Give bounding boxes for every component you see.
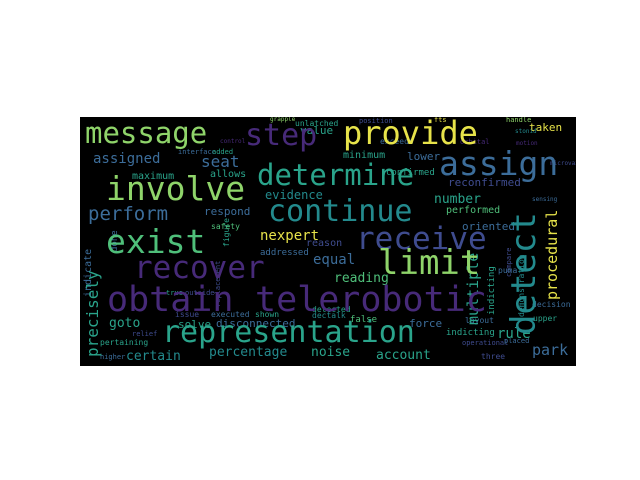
word-respond: respond [204, 205, 251, 218]
word-outside: outside [185, 289, 215, 297]
word-executed: executed [211, 310, 250, 319]
word-decision: decision [532, 300, 571, 309]
word-operational: operational [462, 339, 509, 347]
word-nexpert: nexpert [260, 228, 320, 244]
word-assigned: assigned [93, 151, 161, 167]
word-goto: goto [109, 316, 141, 331]
word-dectalk: dectalk [312, 311, 346, 320]
word-precisely: precisely [83, 270, 102, 357]
word-lower: lower [407, 150, 441, 163]
word-indicting-h: indicting [446, 328, 495, 338]
word-layout: layout [465, 316, 494, 325]
word-involve: involve [106, 169, 246, 208]
word-false: false [350, 315, 378, 325]
word-pertaining: pertaining [100, 338, 149, 347]
word-minimum: minimum [343, 150, 386, 161]
word-microvax: microvax [550, 160, 576, 167]
word-safety: safety [211, 222, 240, 231]
word-receive: receive [356, 221, 487, 257]
word-rule: rule [497, 326, 531, 342]
word-exist: exist [106, 222, 206, 261]
word-representation: representation [162, 315, 415, 350]
word-true: true [166, 289, 183, 297]
word-position: position [359, 117, 393, 125]
word-confirmed: confirmed [386, 168, 435, 178]
word-step: step [245, 118, 318, 153]
word-allows: allows [210, 169, 247, 180]
word-evidence: evidence [265, 188, 323, 202]
word-added: added [212, 148, 234, 156]
word-equal: equal [313, 252, 356, 268]
word-indicting: indicting [487, 266, 497, 315]
word-continue: continue [268, 194, 413, 229]
word-account: account [376, 348, 431, 363]
word-value: value [300, 124, 334, 137]
word-sensing: sensing [532, 196, 558, 203]
word-three: three [481, 352, 506, 361]
word-unlatched: unlatched [295, 119, 339, 128]
word-seat: seat [201, 152, 240, 171]
word-shown: shown [255, 310, 280, 319]
word-motion: motion [516, 140, 538, 147]
word-determine: determine [257, 158, 415, 192]
word-noise: noise [311, 345, 351, 360]
word-detected: detected [312, 305, 351, 314]
word-performed: performed [446, 205, 501, 216]
word-addressed: addressed [260, 248, 309, 258]
word-stonid: stonid [515, 128, 537, 135]
word-provide: provide [343, 117, 478, 152]
word-solve: solve [178, 318, 212, 331]
word-issue: issue [175, 310, 200, 319]
word-force: force [409, 317, 443, 330]
word-fts: fts [434, 117, 447, 124]
word-handle: handle [506, 117, 532, 124]
word-relief: relief [132, 330, 158, 338]
word-reconfirmed: reconfirmed [448, 176, 521, 189]
word-certain: certain [126, 349, 181, 364]
word-recover: recover [134, 250, 265, 286]
word-maximum: maximum [132, 171, 175, 182]
word-interface: interface [178, 148, 216, 156]
word-park: park [532, 341, 569, 359]
word-control: control [220, 138, 246, 145]
word-number: number [434, 192, 481, 207]
word-telerobotic: telerobotic [255, 280, 487, 320]
word-orbital: orbital [460, 138, 490, 146]
word-grapple: grapple [270, 117, 296, 123]
word-reason: reason [306, 238, 343, 249]
word-puma: puma [498, 266, 518, 275]
word-upper: upper [533, 314, 558, 323]
word-disconnected: disconnected [216, 317, 296, 330]
word-perform: perform [88, 203, 169, 225]
word-reading: reading [334, 271, 389, 286]
word-taken: taken [529, 121, 563, 134]
word-message: message [85, 117, 208, 150]
word-obtain: obtain [107, 280, 234, 320]
word-higher: higher [100, 353, 126, 361]
word-cloud-canvas: interface added grapple unlatched positi… [80, 117, 576, 366]
word-exceeds: exceeds [380, 137, 414, 146]
word-limit: limit [378, 243, 481, 283]
word-assign: assign [439, 144, 559, 183]
word-percentage: percentage [209, 345, 288, 360]
word-oriented: oriented [462, 220, 515, 233]
word-procedural: procedural [543, 209, 561, 300]
word-placed: placed [504, 337, 530, 345]
word-detect: detect [504, 212, 544, 335]
